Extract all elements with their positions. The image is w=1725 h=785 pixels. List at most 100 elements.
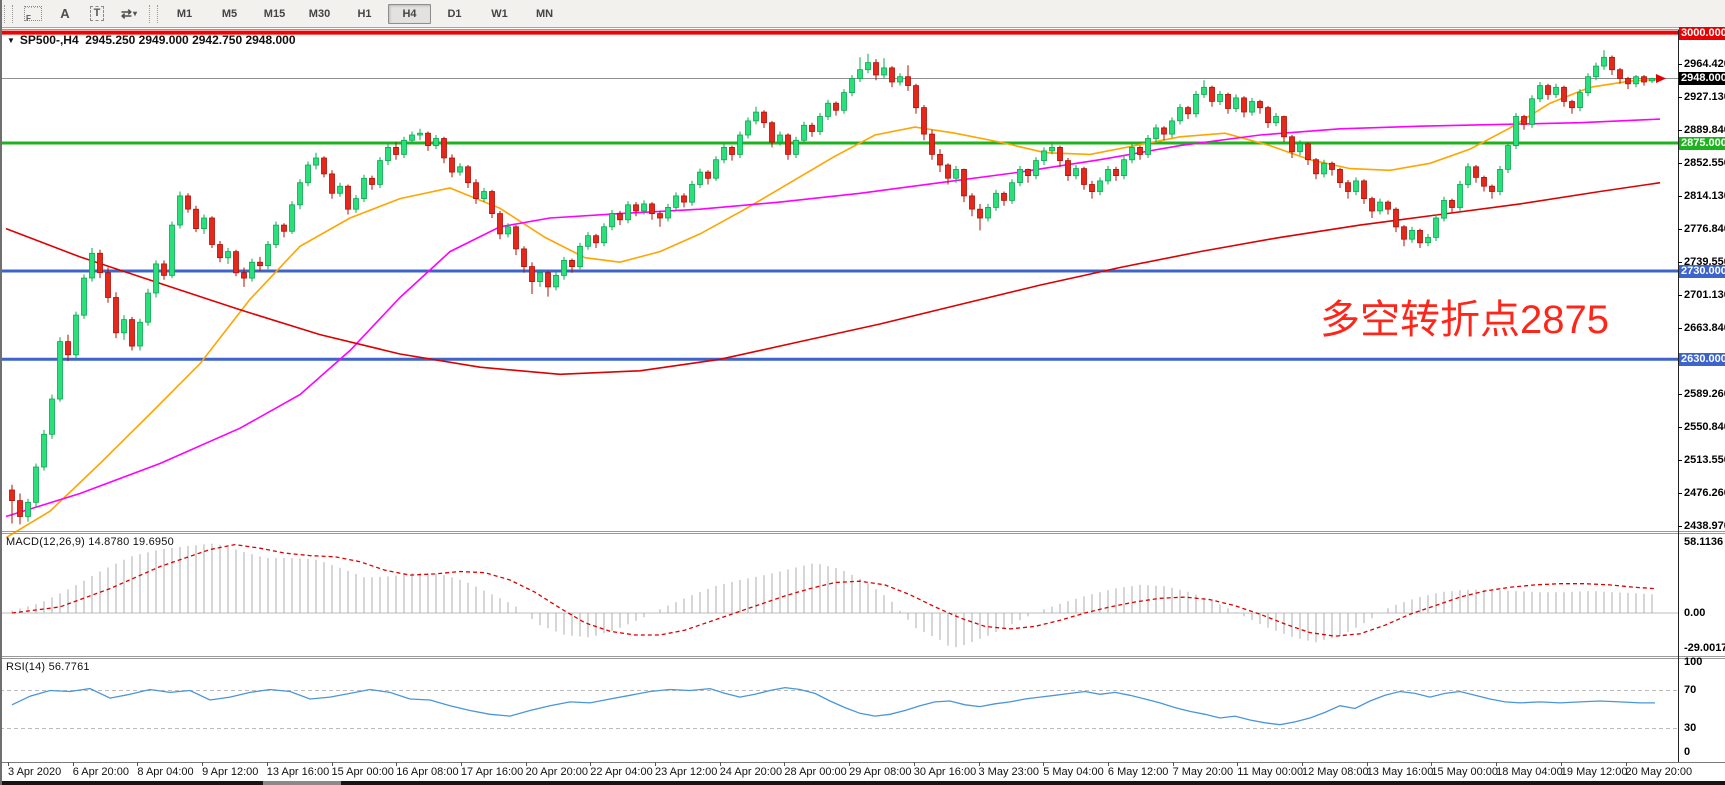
time-tick-mark (719, 762, 721, 766)
dropdown-caret-icon[interactable]: ▾ (132, 9, 137, 18)
timeframe-button-w1[interactable]: W1 (491, 7, 508, 20)
price-tick-mark (1678, 295, 1682, 296)
grid-snap-icon[interactable]: F (19, 2, 47, 26)
time-tick-mark (396, 762, 398, 766)
time-tick-label: 22 Apr 04:00 (590, 766, 653, 778)
mid-ma-magenta (5, 118, 1661, 518)
price-tick-mark (1678, 493, 1682, 494)
toolbar-grip[interactable] (4, 4, 13, 23)
candle-body (177, 195, 183, 226)
candle-body (1065, 160, 1071, 177)
horizontal-scrollbar[interactable] (0, 781, 1725, 785)
candle-body (753, 111, 759, 122)
candle-body (121, 319, 127, 334)
candle-body (849, 78, 855, 94)
time-tick-mark (202, 762, 204, 766)
price-tick-label: 2438.970 (1684, 520, 1725, 532)
candle-body (9, 489, 15, 502)
candle-body (1185, 107, 1191, 115)
indicator-axis-label: 0 (1684, 746, 1691, 758)
candle-body (441, 138, 447, 159)
price-badge-2730.000: 2730.000 (1679, 265, 1725, 278)
indicator-axis-label: 70 (1684, 684, 1697, 696)
candle-body (977, 208, 983, 219)
rsi-line (11, 686, 1655, 726)
candle-body (1545, 85, 1551, 95)
time-tick-label: 16 Apr 08:00 (396, 766, 459, 778)
timeframe-button-mn[interactable]: MN (535, 7, 554, 20)
candle-body (785, 134, 791, 155)
candle-body (1001, 192, 1007, 201)
time-tick-label: 24 Apr 20:00 (719, 766, 783, 778)
candle-body (1169, 120, 1175, 135)
candle-body (449, 157, 455, 173)
slow-ma-red (5, 181, 1661, 376)
candle-body (873, 62, 879, 76)
candle-body (49, 398, 55, 435)
time-tick-label: 8 Apr 04:00 (137, 766, 194, 778)
candle-body (761, 111, 767, 124)
candle-body (233, 251, 239, 274)
timeframe-button-d1[interactable]: D1 (447, 7, 462, 20)
candle-body (1553, 86, 1559, 95)
candle-body (401, 139, 407, 155)
candle-body (1649, 78, 1655, 82)
time-tick-label: 11 May 00:00 (1237, 766, 1304, 778)
timeframe-button-m5[interactable]: M5 (221, 7, 238, 20)
candle-body (865, 62, 871, 71)
time-tick-label: 20 Apr 20:00 (525, 766, 588, 778)
candle-body (1209, 86, 1215, 102)
scrollbar-thumb[interactable] (263, 781, 341, 785)
candle-body (1433, 217, 1439, 238)
candle-body (185, 195, 191, 210)
price-tick-label: 2701.130 (1684, 289, 1725, 301)
candle-body (1137, 146, 1143, 155)
candle-body (321, 157, 327, 175)
candle-body (1257, 101, 1263, 109)
chevron-down-icon[interactable]: ▼ (7, 36, 15, 45)
candle-body (913, 85, 919, 109)
price-tick-label: 2964.420 (1684, 58, 1725, 70)
candle-body (217, 244, 223, 259)
candle-body (1097, 180, 1103, 192)
toolbar-grip[interactable] (149, 4, 158, 23)
candle-body (529, 266, 535, 283)
arrange-icon[interactable]: ⇄ ▾ (115, 2, 143, 26)
time-tick-mark (1107, 762, 1109, 766)
candle-body (1145, 138, 1151, 155)
candle-body (1385, 201, 1391, 210)
candle-body (81, 277, 87, 316)
candle-body (433, 138, 439, 146)
time-tick-label: 17 Apr 16:00 (460, 766, 524, 778)
candle-body (697, 171, 703, 185)
window-left-border (0, 0, 2, 785)
candle-body (1625, 78, 1631, 85)
candle-body (1497, 168, 1503, 192)
time-tick-label: 28 Apr 00:00 (784, 766, 847, 778)
macd-label: MACD(12,26,9) 14.8780 19.6950 (6, 536, 174, 548)
candle-body (73, 314, 79, 356)
candle-body (1561, 86, 1567, 102)
time-tick-label: 23 Apr 12:00 (655, 766, 718, 778)
time-tick-label: 6 May 12:00 (1107, 766, 1169, 778)
candle-body (393, 146, 399, 155)
timeframe-button-h1[interactable]: H1 (357, 7, 372, 20)
text-box-icon[interactable]: T (83, 2, 111, 26)
candle-body (665, 206, 671, 219)
candle-body (113, 297, 119, 334)
candle-body (481, 191, 487, 199)
candle-body (801, 124, 807, 141)
timeframe-button-m15[interactable]: M15 (263, 7, 286, 20)
grid-snap-glyph: F (24, 6, 42, 23)
time-tick-mark (1625, 762, 1627, 766)
candle-body (1569, 101, 1575, 109)
time-tick-mark (8, 762, 9, 766)
font-icon[interactable]: A (60, 6, 70, 21)
candle-body (1233, 97, 1239, 109)
timeframe-button-m30[interactable]: M30 (308, 7, 331, 20)
timeframe-button-m1[interactable]: M1 (176, 7, 193, 20)
time-tick-mark (1496, 762, 1498, 766)
timeframe-button-h4[interactable]: H4 (388, 3, 431, 24)
